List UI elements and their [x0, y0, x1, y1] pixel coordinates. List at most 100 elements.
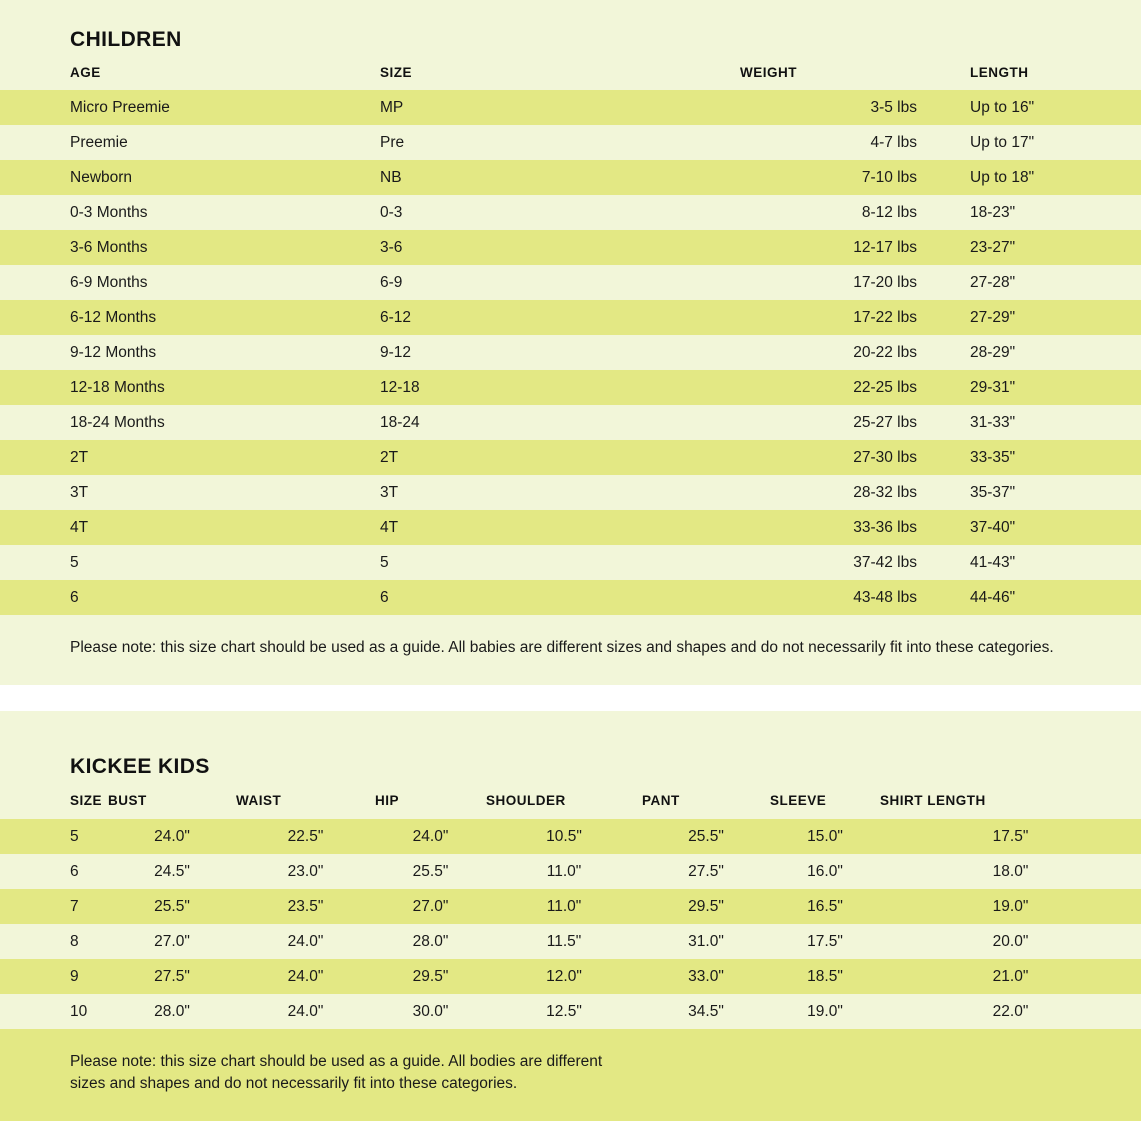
- cell-waist: 23.5": [287, 897, 324, 915]
- cell-size: 9-12: [380, 343, 412, 361]
- cell-age: 0-3 Months: [70, 203, 148, 221]
- children-table-body: Micro Preemie MP 3-5 lbs Up to 16" Preemie Pr…: [0, 90, 1141, 615]
- cell-age: 4T: [70, 518, 89, 536]
- cell-length: 35-37": [970, 483, 1016, 501]
- cell-sleeve: 16.5": [807, 897, 843, 915]
- table-row: 18-24 Months 18-24 25-27 lbs 31-33": [0, 405, 1141, 440]
- cell-age: Preemie: [70, 133, 128, 151]
- cell-weight: 37-42 lbs: [853, 553, 917, 571]
- cell-size: 5: [70, 827, 79, 845]
- cell-age: 12-18 Months: [70, 378, 165, 396]
- table-row: 2T 2T 27-30 lbs 33-35": [0, 440, 1141, 475]
- cell-pant: 33.0": [688, 967, 724, 985]
- table-row: 9-12 Months 9-12 20-22 lbs 28-29": [0, 335, 1141, 370]
- cell-length: 31-33": [970, 413, 1016, 431]
- cell-pant: 25.5": [688, 827, 724, 845]
- cell-size: 4T: [380, 518, 399, 536]
- cell-shoulder: 11.0": [546, 862, 582, 880]
- cell-hip: 30.0": [412, 1002, 449, 1020]
- cell-shoulder: 12.0": [546, 967, 582, 985]
- children-size-chart-section: CHILDREN AGE SIZE WEIGHT LENGTH Micro Pr…: [0, 0, 1141, 685]
- cell-weight: 17-20 lbs: [853, 273, 917, 291]
- table-row: 5 5 37-42 lbs 41-43": [0, 545, 1141, 580]
- cell-length: 28-29": [970, 343, 1016, 361]
- cell-weight: 25-27 lbs: [853, 413, 917, 431]
- cell-weight: 22-25 lbs: [853, 378, 917, 396]
- cell-weight: 12-17 lbs: [853, 238, 917, 256]
- column-header-bust: BUST: [108, 793, 147, 808]
- table-row: 9 27.5" 24.0" 29.5" 12.0" 33.0" 18.5" 21.0": [0, 959, 1141, 994]
- cell-size: 5: [380, 553, 389, 571]
- table-row: 4T 4T 33-36 lbs 37-40": [0, 510, 1141, 545]
- cell-length: 37-40": [970, 518, 1016, 536]
- cell-age: 6: [70, 588, 79, 606]
- kickee-section-title: KICKEE KIDS: [70, 755, 210, 778]
- column-header-size: SIZE: [70, 793, 103, 808]
- cell-shoulder: 11.5": [546, 932, 582, 950]
- cell-size: 8: [70, 932, 79, 950]
- column-header-length: LENGTH: [970, 65, 1029, 80]
- cell-size: Pre: [380, 133, 405, 151]
- cell-size: 18-24: [380, 413, 420, 431]
- cell-pant: 34.5": [688, 1002, 724, 1020]
- cell-age: 18-24 Months: [70, 413, 165, 431]
- cell-sleeve: 16.0": [807, 862, 843, 880]
- kickee-size-table: SIZE BUST WAIST HIP SHOULDER PANT SLEEVE…: [0, 793, 1141, 1029]
- cell-hip: 28.0": [412, 932, 449, 950]
- table-row: 12-18 Months 12-18 22-25 lbs 29-31": [0, 370, 1141, 405]
- cell-weight: 28-32 lbs: [853, 483, 917, 501]
- column-header-hip: HIP: [375, 793, 400, 808]
- cell-size: 6: [380, 588, 389, 606]
- column-header-pant: PANT: [642, 793, 680, 808]
- cell-size: NB: [380, 168, 402, 186]
- column-header-shirt-length: SHIRT LENGTH: [880, 793, 986, 808]
- cell-weight: 27-30 lbs: [853, 448, 917, 466]
- cell-hip: 27.0": [412, 897, 449, 915]
- cell-sleeve: 19.0": [807, 1002, 843, 1020]
- cell-weight: 33-36 lbs: [853, 518, 917, 536]
- cell-length: 29-31": [970, 378, 1016, 396]
- cell-waist: 22.5": [287, 827, 324, 845]
- cell-size: 2T: [380, 448, 399, 466]
- kickee-kids-size-chart-section: KICKEE KIDS SIZE BUST WAIST HIP SHOULDER…: [0, 711, 1141, 1121]
- table-row: 6-12 Months 6-12 17-22 lbs 27-29": [0, 300, 1141, 335]
- cell-size: MP: [380, 98, 404, 116]
- cell-length: Up to 18": [970, 168, 1035, 186]
- table-row: 5 24.0" 22.5" 24.0" 10.5" 25.5" 15.0" 17.5": [0, 819, 1141, 854]
- children-section-title: CHILDREN: [70, 28, 182, 51]
- cell-age: 9-12 Months: [70, 343, 157, 361]
- cell-age: 3T: [70, 483, 89, 501]
- kickee-header-row: SIZE BUST WAIST HIP SHOULDER PANT SLEEVE…: [0, 793, 1141, 819]
- kickee-table-body: 5 24.0" 22.5" 24.0" 10.5" 25.5" 15.0" 17.5" 6 24.…: [0, 819, 1141, 1029]
- cell-age: Newborn: [70, 168, 133, 186]
- cell-weight: 20-22 lbs: [853, 343, 917, 361]
- cell-size: 7: [70, 897, 79, 915]
- cell-age: 6-9 Months: [70, 273, 148, 291]
- cell-sleeve: 15.0": [807, 827, 843, 845]
- cell-length: 27-29": [970, 308, 1016, 326]
- cell-age: Micro Preemie: [70, 98, 170, 116]
- cell-hip: 25.5": [412, 862, 449, 880]
- section-divider: [0, 685, 1141, 711]
- cell-pant: 27.5": [688, 862, 724, 880]
- cell-bust: 27.0": [154, 932, 190, 950]
- cell-shirt-length: 17.5": [992, 827, 1029, 845]
- cell-length: 23-27": [970, 238, 1016, 256]
- table-row: 6 24.5" 23.0" 25.5" 11.0" 27.5" 16.0" 18.0": [0, 854, 1141, 889]
- column-header-sleeve: SLEEVE: [770, 793, 827, 808]
- table-row: Newborn NB 7-10 lbs Up to 18": [0, 160, 1141, 195]
- cell-weight: 3-5 lbs: [870, 98, 917, 116]
- cell-size: 6-9: [380, 273, 403, 291]
- cell-length: 27-28": [970, 273, 1016, 291]
- table-row: 3T 3T 28-32 lbs 35-37": [0, 475, 1141, 510]
- cell-size: 12-18: [380, 378, 420, 396]
- cell-waist: 24.0": [287, 932, 324, 950]
- cell-size: 0-3: [380, 203, 403, 221]
- column-header-age: AGE: [70, 65, 101, 80]
- cell-hip: 24.0": [412, 827, 449, 845]
- table-row: Micro Preemie MP 3-5 lbs Up to 16": [0, 90, 1141, 125]
- children-header-row: AGE SIZE WEIGHT LENGTH: [0, 65, 1141, 90]
- cell-shoulder: 10.5": [546, 827, 582, 845]
- cell-waist: 24.0": [287, 967, 324, 985]
- cell-age: 3-6 Months: [70, 238, 148, 256]
